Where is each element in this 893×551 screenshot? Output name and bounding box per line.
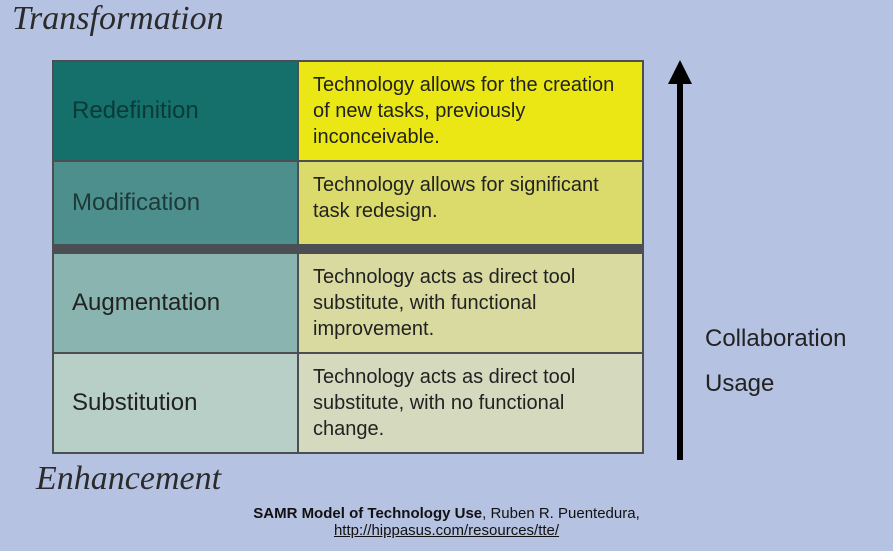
level-description: Technology acts as direct tool substitut… <box>299 254 642 352</box>
level-description: Technology allows for the creation of ne… <box>299 62 642 160</box>
level-description: Technology acts as direct tool substitut… <box>299 354 642 452</box>
citation-author: , Ruben R. Puentedura, <box>482 505 640 522</box>
level-label: Augmentation <box>54 254 299 352</box>
side-label-usage: Usage <box>705 370 774 398</box>
level-label: Substitution <box>54 354 299 452</box>
level-label: Modification <box>54 162 299 244</box>
citation-title: SAMR Model of Technology Use <box>253 505 482 522</box>
level-label: Redefinition <box>54 62 299 160</box>
up-arrow-icon <box>662 60 698 460</box>
side-label-collaboration: Collaboration <box>705 325 846 353</box>
citation-link[interactable]: http://hippasus.com/resources/tte/ <box>334 522 559 539</box>
samr-table: RedefinitionTechnology allows for the cr… <box>52 60 644 454</box>
table-row: ModificationTechnology allows for signif… <box>54 162 642 254</box>
level-description: Technology allows for significant task r… <box>299 162 642 244</box>
table-row: RedefinitionTechnology allows for the cr… <box>54 62 642 162</box>
bottom-category-label: Enhancement <box>36 460 221 498</box>
table-row: SubstitutionTechnology acts as direct to… <box>54 354 642 452</box>
citation: SAMR Model of Technology Use, Ruben R. P… <box>0 505 893 539</box>
table-row: AugmentationTechnology acts as direct to… <box>54 254 642 354</box>
top-category-label: Transformation <box>12 0 224 38</box>
